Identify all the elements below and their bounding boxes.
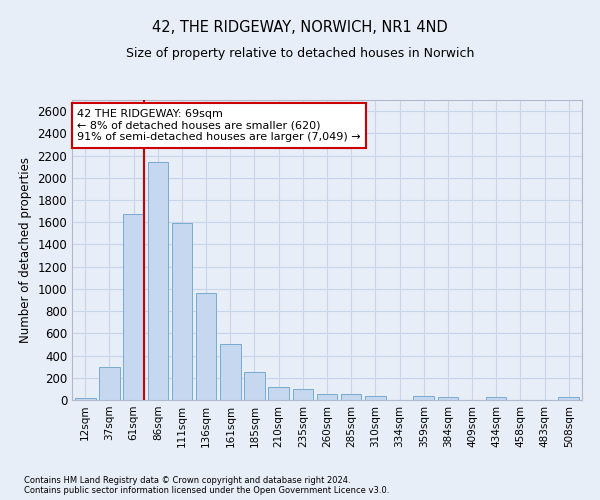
- Text: 42 THE RIDGEWAY: 69sqm
← 8% of detached houses are smaller (620)
91% of semi-det: 42 THE RIDGEWAY: 69sqm ← 8% of detached …: [77, 109, 361, 142]
- Text: Contains HM Land Registry data © Crown copyright and database right 2024.: Contains HM Land Registry data © Crown c…: [24, 476, 350, 485]
- Bar: [413, 396, 434, 400]
- Bar: [220, 344, 241, 400]
- Bar: [437, 397, 458, 400]
- Text: 42, THE RIDGEWAY, NORWICH, NR1 4ND: 42, THE RIDGEWAY, NORWICH, NR1 4ND: [152, 20, 448, 35]
- Bar: [124, 214, 144, 400]
- Bar: [293, 389, 313, 400]
- Bar: [148, 162, 168, 400]
- Bar: [317, 394, 337, 400]
- Bar: [244, 372, 265, 400]
- Bar: [268, 386, 289, 400]
- Bar: [559, 397, 579, 400]
- Text: Contains public sector information licensed under the Open Government Licence v3: Contains public sector information licen…: [24, 486, 389, 495]
- Y-axis label: Number of detached properties: Number of detached properties: [19, 157, 32, 343]
- Bar: [486, 397, 506, 400]
- Text: Size of property relative to detached houses in Norwich: Size of property relative to detached ho…: [126, 48, 474, 60]
- Bar: [341, 394, 361, 400]
- Bar: [365, 396, 386, 400]
- Bar: [196, 294, 217, 400]
- Bar: [172, 224, 192, 400]
- Bar: [75, 398, 95, 400]
- Bar: [99, 366, 120, 400]
